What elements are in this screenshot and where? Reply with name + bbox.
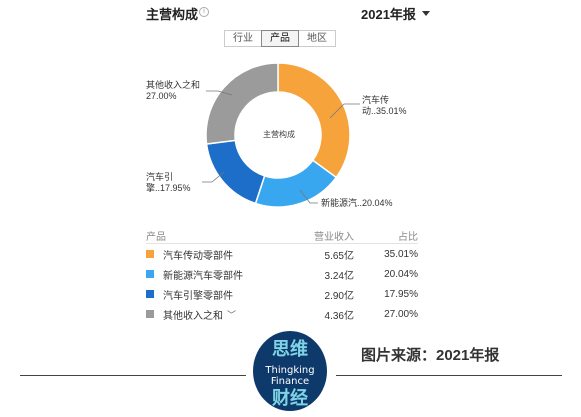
year-select-label: 2021年报 xyxy=(361,7,416,22)
legend-swatch xyxy=(146,270,154,278)
row-revenue: 3.24亿 xyxy=(324,270,354,282)
callout-slice-4: 其他收入之和 27.00% xyxy=(146,80,200,102)
row-revenue: 5.65亿 xyxy=(324,250,354,262)
header-share: 占比 xyxy=(398,232,418,243)
callout-value: 动..35.01% xyxy=(362,106,407,116)
table-row[interactable]: 汽车传动零部件 5.65亿 35.01% xyxy=(146,244,418,264)
row-name: 汽车引擎零部件 xyxy=(163,290,233,302)
logo-mid-line1: Thingking xyxy=(264,365,314,376)
callout-value: 擎..17.95% xyxy=(146,183,191,193)
donut-slice-3[interactable] xyxy=(205,139,266,205)
legend-swatch xyxy=(146,310,154,318)
donut-center-label: 主营构成 xyxy=(263,130,295,139)
image-source-caption: 图片来源：2021年报 xyxy=(361,347,500,364)
caret-down-icon xyxy=(421,11,430,16)
row-name: 其他收入之和 xyxy=(163,310,223,322)
header-revenue: 营业收入 xyxy=(314,232,354,243)
thinking-finance-logo: 思维 Thingking Finance 财经 xyxy=(253,331,327,411)
tab-group: 行业 产品 地区 xyxy=(224,30,336,47)
logo-bottom-text: 财经 xyxy=(272,387,308,409)
breakdown-table: 产品 营业收入 占比 汽车传动零部件 5.65亿 35.01% 新能源汽车零部件… xyxy=(146,228,418,324)
donut-slice-4[interactable] xyxy=(205,62,279,145)
legend-swatch xyxy=(146,250,154,258)
donut-slice-1[interactable] xyxy=(277,62,351,179)
chevron-down-icon[interactable]: ﹀ xyxy=(227,309,237,320)
row-name: 汽车传动零部件 xyxy=(163,250,233,262)
tab-region[interactable]: 地区 xyxy=(298,30,336,47)
callout-slice-2: 新能源汽..20.04% xyxy=(321,198,393,209)
callout-label: 新能源汽..20.04% xyxy=(321,198,393,208)
section-title: 主营构成 xyxy=(146,7,199,22)
callout-slice-1: 汽车传 动..35.01% xyxy=(362,95,407,117)
logo-mid-line2: Finance xyxy=(271,376,309,387)
row-revenue: 2.90亿 xyxy=(324,290,354,302)
tab-product[interactable]: 产品 xyxy=(261,30,299,47)
tab-industry[interactable]: 行业 xyxy=(224,30,262,47)
divider-right xyxy=(336,375,562,376)
table-row[interactable]: 汽车引擎零部件 2.90亿 17.95% xyxy=(146,284,418,304)
divider-left xyxy=(20,375,246,376)
callout-label: 汽车传 xyxy=(362,95,390,105)
callout-label: 其他收入之和 xyxy=(146,80,201,90)
header-product: 产品 xyxy=(146,232,166,243)
logo-top-text: 思维 xyxy=(272,338,308,360)
table-row[interactable]: 其他收入之和 ﹀ 4.36亿 27.00% xyxy=(146,304,418,324)
callout-slice-3: 汽车引 擎..17.95% xyxy=(146,172,191,194)
callout-value: 27.00% xyxy=(146,91,177,101)
row-name: 新能源汽车零部件 xyxy=(163,270,243,282)
row-share: 35.01% xyxy=(384,248,418,260)
header: 主营构成 i 2021年报 xyxy=(0,0,581,34)
callout-label: 汽车引 xyxy=(146,172,174,182)
table-row[interactable]: 新能源汽车零部件 3.24亿 20.04% xyxy=(146,264,418,284)
row-share: 17.95% xyxy=(384,288,418,300)
legend-swatch xyxy=(146,290,154,298)
row-revenue: 4.36亿 xyxy=(324,310,354,322)
info-icon[interactable]: i xyxy=(199,7,209,17)
year-select[interactable]: 2021年报 xyxy=(361,4,430,23)
row-share: 27.00% xyxy=(384,308,418,320)
table-header: 产品 营业收入 占比 xyxy=(146,228,418,244)
row-share: 20.04% xyxy=(384,268,418,280)
